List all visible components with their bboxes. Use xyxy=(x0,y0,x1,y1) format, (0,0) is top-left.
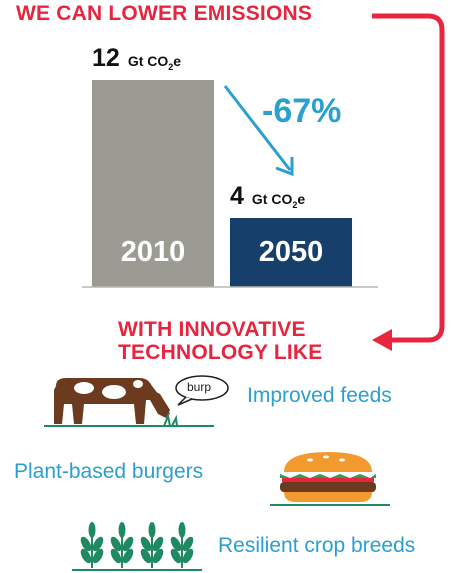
tech-label-resilient-crop-breeds: Resilient crop breeds xyxy=(218,534,416,557)
subhead-line-1: WITH INNOVATIVE xyxy=(118,318,306,341)
bar-value-unit: Gt CO2e xyxy=(251,191,306,210)
bar-category-label-2050: 2050 xyxy=(258,236,324,268)
change-arrow-icon xyxy=(223,85,294,177)
bar-value-unit: Gt CO2e xyxy=(127,53,182,72)
wheat-icon xyxy=(72,522,202,571)
tech-label-improved-feeds: Improved feeds xyxy=(247,384,392,407)
emissions-bar-chart xyxy=(82,80,378,288)
tech-label-plant-based-burgers: Plant-based burgers xyxy=(14,460,204,483)
subhead-line-2: TECHNOLOGY LIKE xyxy=(118,341,323,364)
speech-bubble-text: burp xyxy=(187,380,212,394)
bar-2050 xyxy=(230,218,352,287)
bar-value-label-2010: 12 Gt CO2e xyxy=(92,44,181,73)
burger-icon xyxy=(270,452,390,506)
change-percent: -67% xyxy=(262,92,342,130)
bar-2010 xyxy=(92,80,214,287)
speech-bubble-icon xyxy=(175,375,229,406)
bar-value-label-2050: 4 Gt CO2e xyxy=(230,182,305,211)
bar-value-number: 4 xyxy=(230,182,244,210)
cow-icon xyxy=(44,378,214,427)
bar-value-number: 12 xyxy=(92,44,120,72)
headline: WE CAN LOWER EMISSIONS xyxy=(16,2,313,25)
bar-category-label-2010: 2010 xyxy=(120,236,186,268)
